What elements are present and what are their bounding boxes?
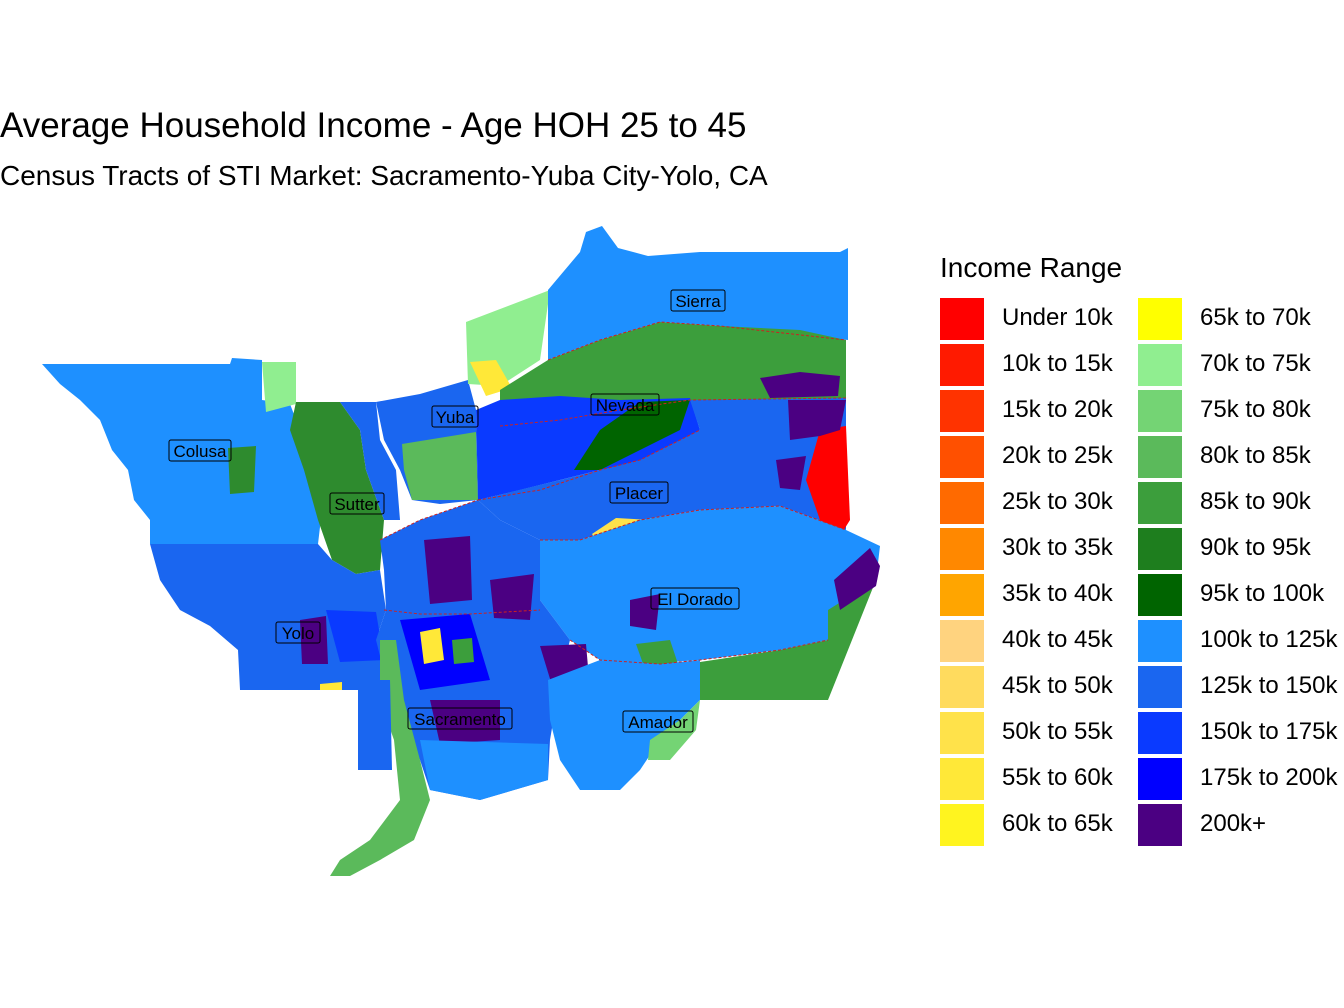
legend-swatch [940,390,984,432]
legend-label: 10k to 15k [1002,350,1113,377]
county-label-nevada: Nevada [596,396,655,415]
tract-placer-red [806,426,850,536]
county-label-eldorado: El Dorado [657,590,733,609]
legend-swatch [1138,436,1182,478]
legend-label: 175k to 200k [1200,764,1338,791]
tract-yolo-yellow [320,682,342,690]
tract-eldorado-green [680,580,876,700]
legend-swatch [1138,712,1182,754]
legend-swatch [940,758,984,800]
tract-sacramento-green [452,638,474,664]
legend-label: 85k to 90k [1200,488,1311,515]
legend-label: Under 10k [1002,304,1113,331]
legend-label: 20k to 25k [1002,442,1113,469]
county-borders [379,321,847,665]
legend-label: 25k to 30k [1002,488,1113,515]
tract-placer-purple2 [760,372,840,398]
legend-label: 125k to 150k [1200,672,1338,699]
legend-label: 15k to 20k [1002,396,1113,423]
map-title: Average Household Income - Age HOH 25 to… [0,106,747,145]
legend-swatch [1138,620,1182,662]
legend-label: 90k to 95k [1200,534,1311,561]
legend-label: 50k to 55k [1002,718,1113,745]
county-label-amador: Amador [628,713,688,732]
legend-label: 30k to 35k [1002,534,1113,561]
legend-label: 35k to 40k [1002,580,1113,607]
legend-swatch [940,574,984,616]
county-label-colusa: Colusa [174,442,227,461]
county-label-yolo: Yolo [282,624,314,643]
legend-swatch [940,298,984,340]
legend-swatch [1138,666,1182,708]
legend-swatch [1138,298,1182,340]
legend: Income Range Under 10k 10k to 15k 15k to 2… [940,252,1337,846]
legend-swatch [940,666,984,708]
tract-yuba-green [402,432,478,500]
legend-label: 200k+ [1200,810,1267,837]
tract-placer [478,398,846,540]
legend-label: 40k to 45k [1002,626,1113,653]
county-label-yuba: Yuba [436,408,475,427]
tract-sutter-green [290,402,384,574]
legend-label: 150k to 175k [1200,718,1338,745]
tract-sacramento-yellow [420,628,444,664]
legend-swatch [940,344,984,386]
tract-delta-green [330,640,430,876]
county-label-sierra: Sierra [675,292,721,311]
legend-swatch [1138,528,1182,570]
legend-swatch [940,436,984,478]
tract-sacramento-purple [424,536,472,604]
legend-label: 100k to 125k [1200,626,1338,653]
tract-eldorado-purple2 [630,594,660,630]
tract-nevada-dkgreen [574,400,690,470]
legend-swatch [940,620,984,662]
legend-label: 70k to 75k [1200,350,1311,377]
tract-colusa-green [228,446,256,494]
tract-yolo-purple [300,616,328,664]
tract-sierra [548,226,848,360]
legend-label: 95k to 100k [1200,580,1325,607]
tract-sutter-east [340,402,400,520]
county-label-placer: Placer [615,484,664,503]
county-label-sutter: Sutter [334,495,380,514]
tract-placer-purple [788,400,846,440]
legend-swatch [1138,804,1182,846]
legend-swatch [940,482,984,524]
tract-eldorado [540,506,880,664]
legend-swatch [1138,482,1182,524]
tract-amador [548,660,700,790]
legend-label: 80k to 85k [1200,442,1311,469]
tract-yolo-blue [326,610,384,662]
tract-colusa-main [42,358,322,544]
map-subtitle: Census Tracts of STI Market: Sacramento-… [0,160,768,191]
tract-placer-purple3 [776,456,806,490]
legend-swatch [1138,390,1182,432]
legend-swatch [940,712,984,754]
county-labels: Sierra Yuba Nevada Colusa Sutter Placer … [168,289,740,733]
legend-swatch [1138,758,1182,800]
tract-delta-blue [358,680,392,770]
legend-swatch [1138,344,1182,386]
tract-sacramento-south [420,740,548,800]
legend-swatch [940,528,984,570]
tract-amador-green [648,700,700,760]
legend-label: 45k to 50k [1002,672,1113,699]
legend-label: 55k to 60k [1002,764,1113,791]
legend-swatch [1138,574,1182,616]
legend-swatch [940,804,984,846]
county-label-sacramento: Sacramento [414,710,506,729]
legend-label: 75k to 80k [1200,396,1311,423]
legend-title: Income Range [940,252,1123,283]
tract-colusa-light [262,362,296,412]
tract-sacramento-purple4 [430,700,500,744]
legend-label: 60k to 65k [1002,810,1113,837]
tract-yuba-yellow [470,360,512,396]
legend-label: 65k to 70k [1200,304,1311,331]
tract-sacramento-purple2 [490,574,534,620]
tract-eldorado-purple [834,548,880,610]
